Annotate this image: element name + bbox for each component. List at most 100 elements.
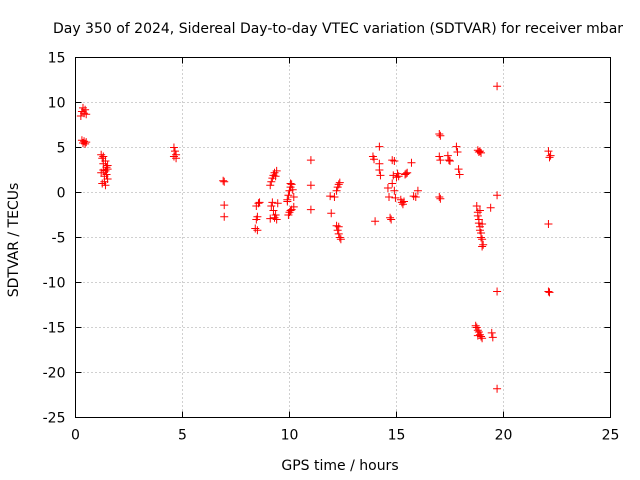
plot-frame <box>75 57 611 418</box>
data-point <box>399 197 408 206</box>
data-point <box>169 152 178 161</box>
data-point <box>306 181 315 190</box>
y-tick-label-3: 0 <box>57 186 66 202</box>
data-point <box>252 202 261 210</box>
x-axis-label: GPS time / hours <box>281 458 398 474</box>
data-point <box>544 220 553 228</box>
data-point <box>103 165 112 174</box>
data-point <box>435 130 444 138</box>
data-point <box>220 212 229 221</box>
data-point <box>436 156 445 165</box>
data-point <box>81 139 90 148</box>
y-tick-labels: 15 10 5 0 -5 -10 -15 -20 -25 <box>43 51 66 427</box>
data-point <box>394 172 403 181</box>
data-point <box>478 235 487 244</box>
y-tick-label-6: -15 <box>43 321 66 337</box>
data-point <box>386 213 395 222</box>
data-point <box>270 168 279 177</box>
data-point <box>332 186 341 195</box>
data-point <box>288 185 297 194</box>
data-point <box>443 151 452 160</box>
data-point <box>493 82 502 91</box>
data-point <box>287 180 296 189</box>
data-point <box>401 170 410 179</box>
data-point <box>80 109 89 118</box>
data-point <box>272 166 281 175</box>
data-points <box>76 82 555 393</box>
data-point <box>397 198 406 207</box>
data-point <box>411 193 420 201</box>
x-tick-label-4: 20 <box>495 428 513 444</box>
data-point <box>435 193 444 201</box>
data-point <box>402 169 411 178</box>
data-point <box>171 147 180 156</box>
data-point <box>283 197 292 206</box>
data-point <box>403 168 412 177</box>
data-point <box>376 171 385 180</box>
data-point <box>78 103 87 112</box>
data-point <box>471 321 480 330</box>
y-tick-label-1: 10 <box>48 96 66 112</box>
data-point <box>388 156 397 165</box>
data-point <box>486 203 495 212</box>
data-point <box>336 235 345 244</box>
y-tick-label-4: -5 <box>52 231 66 247</box>
data-point <box>477 332 486 341</box>
data-point <box>413 186 422 195</box>
data-point <box>103 175 112 183</box>
data-point <box>477 233 486 242</box>
data-point <box>289 202 298 211</box>
data-point <box>101 181 110 190</box>
data-point <box>473 211 482 220</box>
data-point <box>335 233 344 242</box>
chart-title: Day 350 of 2024, Sidereal Day-to-day VTE… <box>53 21 623 37</box>
data-point <box>219 176 228 185</box>
data-point <box>284 191 293 200</box>
data-point <box>102 163 111 172</box>
data-point <box>474 219 483 228</box>
data-point <box>82 138 91 147</box>
data-point <box>375 166 384 174</box>
data-point <box>77 107 86 116</box>
data-point <box>493 287 502 296</box>
y-tick-label-2: 5 <box>57 141 66 157</box>
data-point <box>435 152 444 161</box>
data-point <box>385 193 394 201</box>
data-point <box>98 179 107 188</box>
data-point <box>255 198 264 207</box>
data-point <box>81 105 90 114</box>
y-tick-label-7: -20 <box>43 366 66 382</box>
data-point <box>266 181 275 190</box>
x-tick-label-2: 10 <box>281 428 299 444</box>
data-point <box>266 214 275 223</box>
data-point <box>251 224 260 233</box>
data-point <box>444 156 453 165</box>
data-point <box>220 177 229 186</box>
data-point <box>479 240 488 249</box>
data-point <box>388 179 397 188</box>
data-point <box>409 192 418 201</box>
data-point <box>436 194 445 203</box>
data-point <box>392 173 401 182</box>
data-point <box>478 334 487 343</box>
data-point <box>545 288 554 297</box>
data-point <box>272 215 281 224</box>
data-point <box>544 147 553 156</box>
data-point <box>220 201 229 210</box>
data-point <box>546 151 555 160</box>
data-point <box>487 328 496 337</box>
data-point <box>327 209 336 218</box>
data-point <box>370 155 379 164</box>
data-point <box>253 212 262 221</box>
data-point <box>271 172 280 181</box>
data-point <box>472 202 481 210</box>
data-point <box>391 193 400 202</box>
data-point <box>478 242 487 251</box>
data-point <box>269 206 278 215</box>
data-point <box>101 166 110 175</box>
data-point <box>454 165 463 174</box>
data-point <box>99 152 108 161</box>
data-point <box>172 150 181 159</box>
x-tick-labels: 0 5 10 15 20 25 <box>71 428 619 444</box>
data-point <box>493 191 502 200</box>
